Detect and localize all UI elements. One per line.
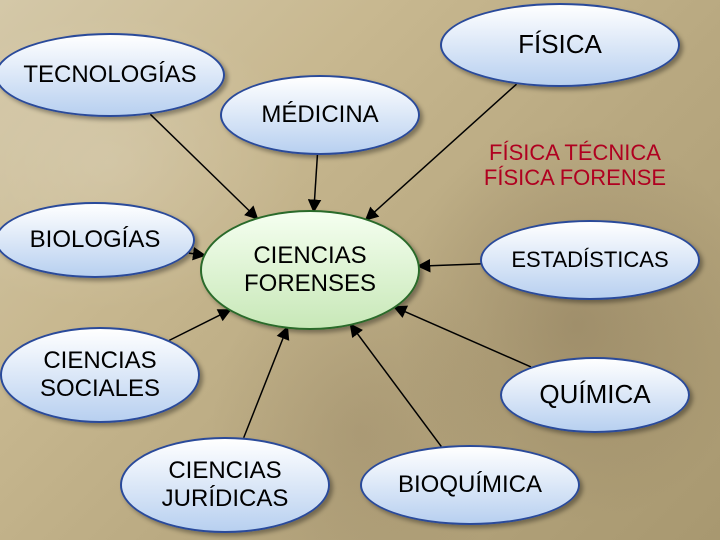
node-label-ciencias-sociales: CIENCIAS SOCIALES bbox=[40, 347, 160, 402]
node-fisica: FÍSICA bbox=[440, 3, 680, 87]
node-biologias: BIOLOGÍAS bbox=[0, 202, 195, 278]
node-label-quimica: QUÍMICA bbox=[539, 380, 650, 410]
node-label-ciencias-juridicas: CIENCIAS JURÍDICAS bbox=[162, 457, 289, 512]
node-tecnologias: TECNOLOGÍAS bbox=[0, 33, 225, 117]
node-label-fisica: FÍSICA bbox=[518, 30, 602, 60]
node-label-medicina: MÉDICINA bbox=[261, 101, 378, 129]
node-bioquimica: BIOQUÍMICA bbox=[360, 445, 580, 525]
node-medicina: MÉDICINA bbox=[220, 75, 420, 155]
node-label-tecnologias: TECNOLOGÍAS bbox=[23, 61, 196, 89]
node-label-ciencias-forenses: CIENCIAS FORENSES bbox=[244, 242, 376, 297]
node-ciencias-juridicas: CIENCIAS JURÍDICAS bbox=[120, 437, 330, 533]
node-label-bioquimica: BIOQUÍMICA bbox=[398, 471, 542, 499]
node-ciencias-sociales: CIENCIAS SOCIALES bbox=[0, 327, 200, 423]
node-label-estadisticas: ESTADÍSTICAS bbox=[511, 247, 668, 272]
node-estadisticas: ESTADÍSTICAS bbox=[480, 220, 700, 300]
node-quimica: QUÍMICA bbox=[500, 357, 690, 433]
node-ciencias-forenses: CIENCIAS FORENSES bbox=[200, 210, 420, 330]
text-fisica-tecnica-forense: FÍSICA TÉCNICA FÍSICA FORENSE bbox=[460, 140, 690, 191]
node-label-biologias: BIOLOGÍAS bbox=[30, 226, 161, 254]
